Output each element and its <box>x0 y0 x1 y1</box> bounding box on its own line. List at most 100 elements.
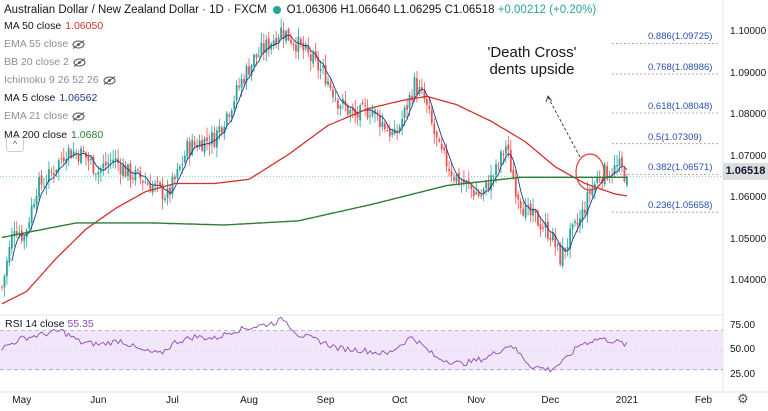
candle-body <box>406 105 408 110</box>
rsi-tick-label: 75.00 <box>730 319 756 331</box>
candle-body <box>304 44 307 49</box>
rsi-label-text[interactable]: RSI 14 close <box>5 318 65 330</box>
candle-body <box>174 176 176 180</box>
last-price-tag: 1.06518 <box>723 163 768 180</box>
indicator-row[interactable]: EMA 21 close <box>4 110 85 122</box>
candle-body <box>48 169 50 182</box>
candle-body <box>307 45 310 53</box>
candle-body <box>455 175 458 182</box>
candle-body <box>127 164 129 177</box>
price-tick-label: 1.09000 <box>730 67 767 79</box>
candle-body <box>141 180 144 183</box>
candle-body <box>472 189 475 197</box>
candle-body <box>383 123 386 130</box>
candle-body <box>90 158 92 161</box>
indicator-row[interactable]: Ichimoku 9 26 52 26 <box>4 74 116 86</box>
candle-body <box>411 95 413 101</box>
candle-body <box>561 247 564 266</box>
candle-body <box>581 209 584 221</box>
candle-body <box>1 286 3 288</box>
candle-body <box>621 157 623 167</box>
candle-body <box>465 181 468 184</box>
candle-body <box>391 131 394 135</box>
candle-body <box>122 165 124 176</box>
hidden-eye-icon[interactable] <box>73 57 86 67</box>
time-tick-label: May <box>12 395 32 406</box>
candle-body <box>295 44 297 52</box>
price-tick-label: 1.10000 <box>730 26 767 37</box>
candle-body <box>542 227 544 229</box>
hidden-eye-icon[interactable] <box>72 39 85 49</box>
candle-body <box>262 43 265 53</box>
rsi-legend: RSI 14 close 55.35 <box>5 318 94 330</box>
candle-body <box>151 185 154 193</box>
time-tick-label: Oct <box>391 395 408 406</box>
candle-body <box>495 164 497 175</box>
candle-body <box>309 54 312 62</box>
candle-body <box>82 150 85 153</box>
candle-body <box>445 149 448 167</box>
collapse-legend-button[interactable]: ^ <box>6 137 24 152</box>
candle-body <box>156 181 159 183</box>
hidden-eye-icon[interactable] <box>103 75 116 85</box>
indicator-row[interactable]: MA 50 close 1.06050 <box>4 20 103 32</box>
candle-body <box>201 140 203 151</box>
candle-body <box>161 184 164 200</box>
candle-body <box>450 170 453 176</box>
candle-body <box>346 105 349 115</box>
candle-body <box>487 182 490 191</box>
death-cross-circle <box>575 153 605 191</box>
settings-gear-icon[interactable]: ⚙ <box>737 391 749 406</box>
indicator-row[interactable]: BB 20 close 2 <box>4 56 86 68</box>
candle-body <box>62 157 65 162</box>
candle-body <box>183 155 186 163</box>
candle-body <box>104 161 107 166</box>
candle-body <box>255 54 258 58</box>
candle-body <box>571 224 574 229</box>
candle-body <box>509 149 512 172</box>
candle-body <box>524 205 527 218</box>
market-status-icon <box>272 6 281 14</box>
candle-body <box>144 181 147 183</box>
candle-body <box>388 128 391 137</box>
candle-body <box>240 78 243 88</box>
candle-body <box>211 132 213 145</box>
candle-body <box>94 174 97 175</box>
candle-body <box>467 180 470 185</box>
candle-body <box>107 162 110 165</box>
candle-body <box>576 222 579 225</box>
candle-body <box>228 114 231 117</box>
candle-body <box>169 187 171 195</box>
candle-body <box>171 176 174 195</box>
candle-body <box>124 165 127 177</box>
candle-body <box>351 107 354 111</box>
hidden-eye-icon[interactable] <box>72 111 85 121</box>
candle-body <box>203 138 206 153</box>
candle-body <box>579 218 581 227</box>
candle-body <box>15 231 18 236</box>
symbol-title[interactable]: Australian Dollar / New Zealand Dollar ·… <box>4 4 267 16</box>
candle-body <box>30 205 33 223</box>
ohlc-high: H1.06640 <box>340 4 391 16</box>
time-tick-label: 2021 <box>615 395 639 406</box>
candle-body <box>218 126 221 133</box>
candle-body <box>361 102 364 105</box>
candle-body <box>178 166 181 170</box>
ma50-line <box>1 95 628 305</box>
candle-body <box>507 144 510 150</box>
annotation-line-1: 'Death Cross' <box>487 44 577 61</box>
candle-body <box>238 86 241 88</box>
candle-body <box>248 66 250 75</box>
time-tick-label: Jul <box>166 395 179 406</box>
indicator-row[interactable]: MA 5 close 1.06562 <box>4 92 97 104</box>
candle-body <box>430 110 433 124</box>
candle-body <box>591 187 594 196</box>
candle-body <box>369 115 371 117</box>
candle-body <box>596 177 599 183</box>
candle-body <box>109 159 112 161</box>
candle-body <box>337 100 339 109</box>
rsi-tick-label: 25.00 <box>730 368 756 380</box>
candle-body <box>537 211 539 226</box>
indicator-row[interactable]: EMA 55 close <box>4 38 85 50</box>
